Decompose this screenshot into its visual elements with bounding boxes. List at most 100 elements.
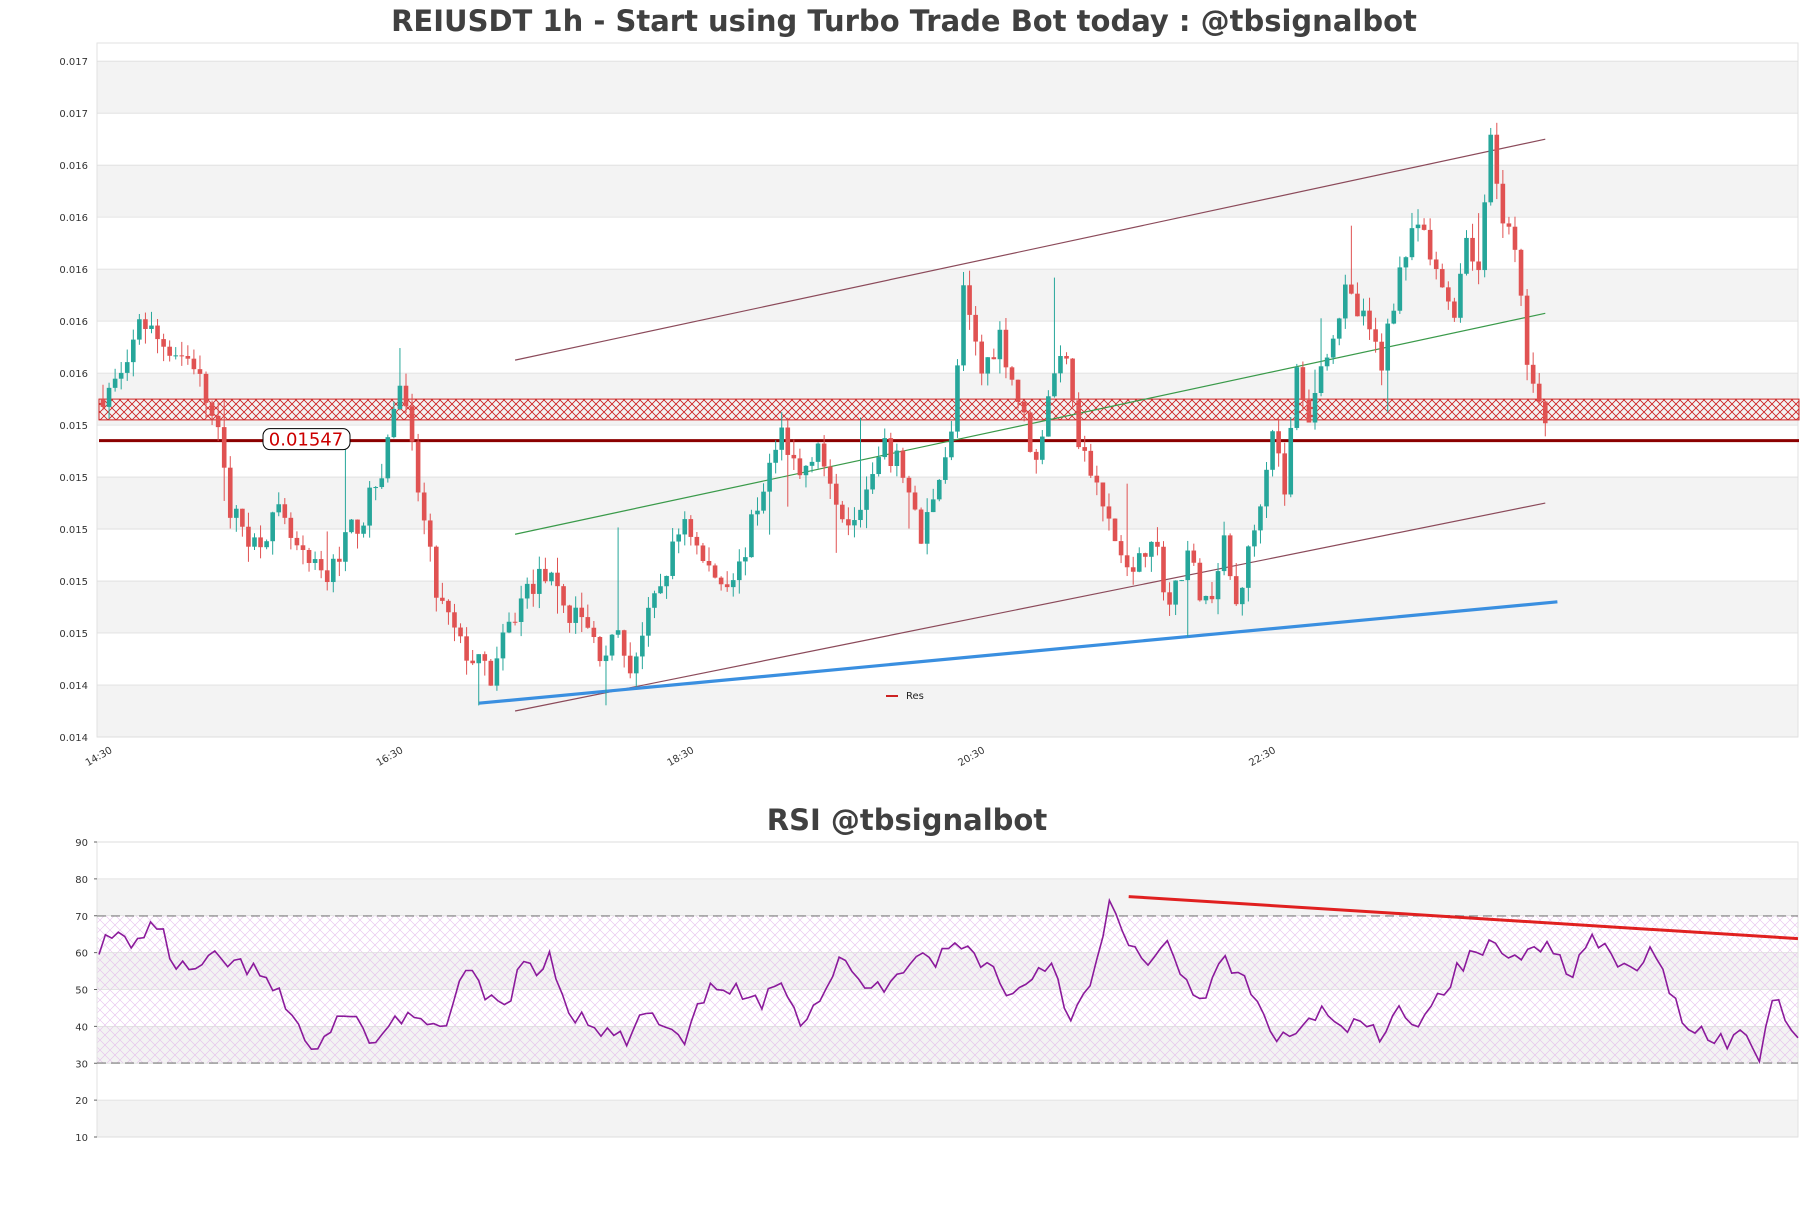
candle-body <box>549 572 554 582</box>
main-y-tick-label: 0.015 <box>59 473 88 484</box>
candle-body <box>1361 310 1366 317</box>
legend: Res <box>886 691 924 702</box>
candle-body <box>840 504 845 520</box>
candle-body <box>1155 541 1160 547</box>
candle-body <box>936 479 942 500</box>
main-y-tick-label: 0.016 <box>59 369 88 380</box>
candle-body <box>1367 310 1372 330</box>
candle-body <box>337 558 342 562</box>
candle-body <box>967 285 972 315</box>
candle-body <box>1124 555 1130 568</box>
rsi-y-tick-label: 50 <box>75 986 88 997</box>
candle-body <box>573 607 578 623</box>
main-chart-title: REIUSDT 1h - Start using Turbo Trade Bot… <box>391 4 1417 38</box>
candle-body <box>712 565 718 578</box>
candle-body <box>1300 367 1306 400</box>
main-x-tick-label: 16:30 <box>375 745 405 769</box>
candle-body <box>561 586 566 606</box>
candle-body <box>1143 553 1148 557</box>
main-y-tick-label: 0.017 <box>59 57 88 68</box>
rsi-chart-title: RSI @tbsignalbot <box>767 803 1048 837</box>
candle-body <box>664 575 669 587</box>
candle-body <box>973 314 978 342</box>
candle-body <box>1088 450 1094 476</box>
candle-body <box>882 438 888 458</box>
candle-body <box>518 598 524 622</box>
candle-body <box>282 504 288 518</box>
main-x-tick-label: 22:30 <box>1247 745 1277 769</box>
candle-body <box>1027 412 1033 452</box>
candle-body <box>730 580 736 588</box>
candle-body <box>100 399 106 407</box>
candle-body <box>1197 562 1203 601</box>
candle-body <box>240 508 245 527</box>
candle-body <box>500 632 506 659</box>
candle-body <box>149 325 154 329</box>
candle-body <box>1136 553 1142 572</box>
candle-body <box>530 583 536 594</box>
candle-body <box>1391 310 1397 324</box>
candle-body <box>1336 318 1342 339</box>
candle-body <box>476 654 482 664</box>
candle-body <box>330 558 336 583</box>
rsi-y-tick-label: 20 <box>75 1096 88 1107</box>
candle-body <box>1494 134 1500 184</box>
main-band <box>97 685 1798 737</box>
candle-body <box>646 607 651 636</box>
candle-body <box>464 636 469 661</box>
candle-body <box>1052 373 1057 397</box>
candle-body <box>106 387 112 407</box>
candle-body <box>864 489 869 510</box>
candle-body <box>1330 338 1336 358</box>
candle-body <box>1191 550 1197 563</box>
candle-body <box>1500 183 1506 224</box>
candle-body <box>1246 546 1251 588</box>
candle-body <box>918 509 924 544</box>
rsi-y-tick-label: 80 <box>75 875 88 886</box>
candle-body <box>821 443 827 467</box>
candle-body <box>1082 447 1088 451</box>
main-y-tick-label: 0.016 <box>59 317 88 328</box>
candle-body <box>167 346 172 356</box>
candle-body <box>1536 383 1542 402</box>
candle-body <box>900 450 906 478</box>
rsi-y-tick-label: 90 <box>75 838 88 849</box>
candle-body <box>1452 301 1457 318</box>
candle-body <box>1530 364 1536 384</box>
candle-body <box>694 536 700 546</box>
candle-body <box>1118 541 1124 556</box>
candle-body <box>373 487 378 489</box>
candle-body <box>367 487 372 526</box>
candle-body <box>1464 237 1469 274</box>
candle-body <box>1506 223 1512 227</box>
candle-body <box>1021 401 1027 413</box>
main-band <box>97 269 1798 322</box>
candle-body <box>1518 249 1524 296</box>
candle-body <box>803 465 809 476</box>
support-trend-line <box>478 600 1558 705</box>
candle-body <box>555 572 560 587</box>
candle-body <box>112 378 118 388</box>
candle-body <box>640 635 645 657</box>
candle-body <box>1233 576 1239 605</box>
candle-body <box>403 385 409 407</box>
candle-body <box>227 467 233 518</box>
candle-body <box>1239 587 1245 605</box>
candle-body <box>870 474 875 490</box>
candle-body <box>688 519 694 537</box>
candle-body <box>391 408 397 438</box>
main-band <box>97 165 1798 218</box>
candle-body <box>191 358 197 370</box>
main-band <box>97 581 1798 634</box>
candle-body <box>421 492 427 521</box>
candle-body <box>827 466 833 484</box>
candle-body <box>1282 453 1287 495</box>
candle-body <box>324 570 330 583</box>
resistance-price-text: 0.01547 <box>269 430 343 451</box>
candle-body <box>1185 550 1191 581</box>
legend-res-label: Res <box>906 691 924 702</box>
candle-body <box>1276 431 1281 454</box>
candle-body <box>379 478 385 488</box>
candle-body <box>294 537 300 546</box>
candle-body <box>591 627 597 638</box>
